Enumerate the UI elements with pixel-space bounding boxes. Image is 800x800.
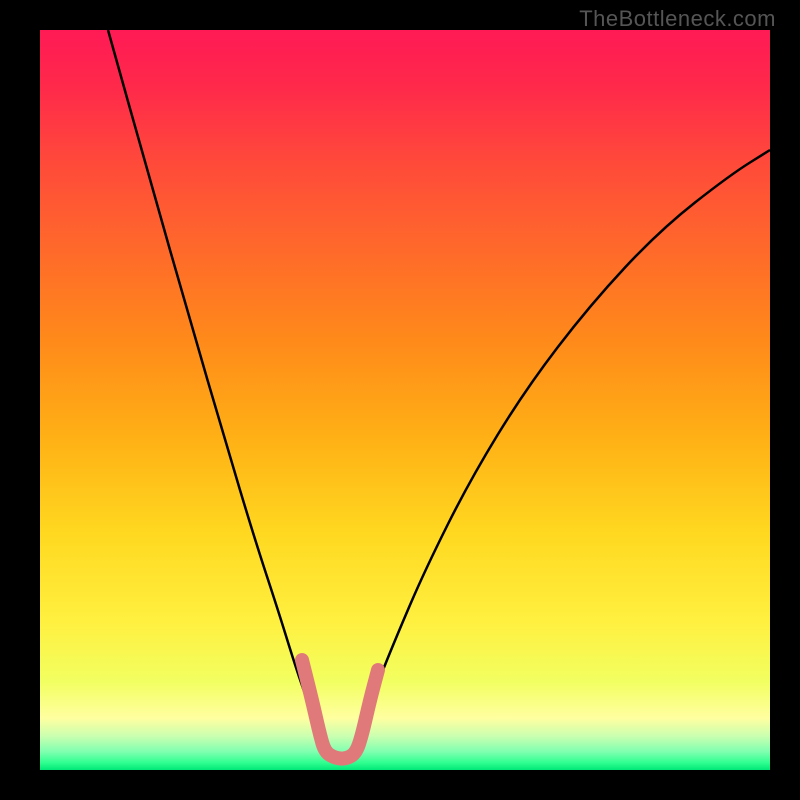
chart-container: TheBottleneck.com	[0, 0, 800, 800]
valley-marker	[302, 660, 378, 759]
curve-overlay	[0, 0, 800, 800]
v-curve	[108, 30, 770, 760]
